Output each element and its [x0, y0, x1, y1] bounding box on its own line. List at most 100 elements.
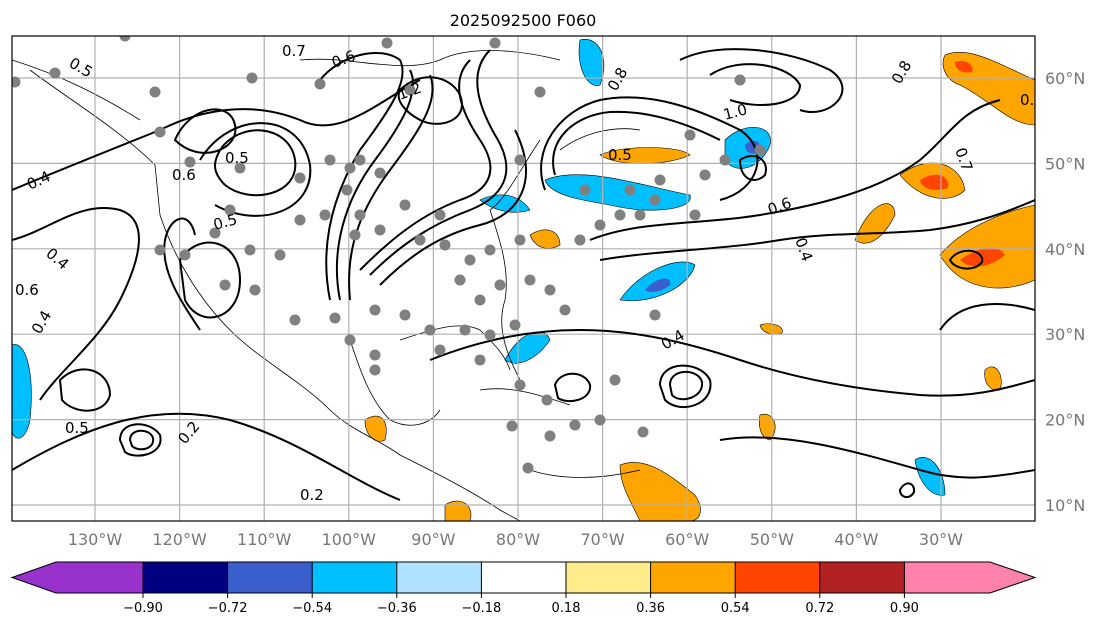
station-dot	[374, 167, 386, 179]
station-dot	[594, 219, 606, 231]
contour-label: 0.5	[211, 210, 239, 234]
longitude-label: 40°W	[834, 530, 878, 549]
station-dot	[344, 162, 356, 174]
station-dot	[649, 194, 661, 206]
longitude-label: 80°W	[496, 530, 540, 549]
latitude-label: 40°N	[1045, 240, 1085, 259]
station-dot	[464, 254, 476, 266]
colorbar-bin	[819, 562, 905, 593]
colorbar-bin	[650, 562, 736, 593]
station-dot	[574, 234, 586, 246]
map-plot-area: 0.5 0.7 0.6 0.4 0.6 0.5 0.4 0.6 0.5 1.2 …	[12, 36, 1035, 521]
station-dot	[119, 36, 131, 42]
station-dot	[354, 209, 366, 221]
station-dot	[329, 312, 341, 324]
colorbar-tick-label: −0.54	[292, 601, 332, 615]
colorbar-tick-label: −0.36	[377, 601, 417, 615]
colorbar-bin	[227, 562, 313, 593]
contour-label: 0.5	[65, 419, 89, 437]
station-dot	[524, 274, 536, 286]
station-dot	[209, 227, 221, 239]
map-frame	[11, 35, 1036, 522]
station-dot	[354, 154, 366, 166]
colorbar-tick-label: 0.90	[890, 601, 919, 615]
station-dots	[12, 36, 766, 474]
station-dot	[234, 162, 246, 174]
colorbar-tick-label: −0.18	[461, 601, 501, 615]
colorbar-bin	[396, 562, 482, 593]
longitude-label: 60°W	[665, 530, 709, 549]
station-dot	[649, 309, 661, 321]
station-dot	[514, 379, 526, 391]
station-dot	[624, 184, 636, 196]
colorbar-extend-max	[990, 562, 1035, 593]
station-dot	[369, 364, 381, 376]
colorbar-tick-label: 0.72	[805, 601, 834, 615]
station-dot	[474, 294, 486, 306]
station-dot	[399, 199, 411, 211]
shaded-anomalies	[12, 39, 1035, 521]
latitude-label: 50°N	[1045, 154, 1085, 173]
station-dot	[319, 209, 331, 221]
latitude-label: 10°N	[1045, 496, 1085, 515]
station-dot	[369, 349, 381, 361]
station-dot	[569, 419, 581, 431]
station-dot	[341, 184, 353, 196]
station-dot	[684, 129, 696, 141]
colorbar-bin	[312, 562, 397, 593]
station-dot	[459, 324, 471, 336]
station-dot	[244, 244, 256, 256]
station-dot	[637, 426, 649, 438]
station-dot	[754, 144, 766, 156]
station-dot	[439, 239, 451, 251]
longitude-label: 30°W	[919, 530, 963, 549]
station-dot	[544, 430, 556, 442]
station-dot	[294, 214, 306, 226]
station-dot	[514, 154, 526, 166]
station-dot	[654, 174, 666, 186]
station-dot	[634, 209, 646, 221]
station-dot	[369, 304, 381, 316]
station-dot	[719, 154, 731, 166]
station-dot	[404, 84, 416, 96]
colorbar-tick-label: −0.90	[123, 601, 163, 615]
station-dot	[594, 414, 606, 426]
contour-label: 1.0	[721, 100, 749, 124]
colorbar-outline	[10, 561, 1037, 594]
colorbar-bin	[143, 562, 228, 593]
station-dot	[179, 249, 191, 261]
station-dot	[484, 244, 496, 256]
station-dot	[454, 274, 466, 286]
station-dot	[289, 314, 301, 326]
longitude-label: 110°W	[237, 530, 292, 549]
station-dot	[734, 74, 746, 86]
station-dot	[614, 209, 626, 221]
longitude-label: 100°W	[322, 530, 377, 549]
station-dot	[559, 304, 571, 316]
longitude-label: 70°W	[581, 530, 625, 549]
station-dot	[344, 334, 356, 346]
station-dot	[434, 209, 446, 221]
map-title: 2025092500 F060	[450, 11, 597, 30]
station-dot	[249, 284, 261, 296]
station-dot	[609, 374, 621, 386]
station-dot	[12, 76, 21, 88]
station-dot	[509, 319, 521, 331]
contour-label: 0.2	[300, 486, 324, 504]
contour-label: 0.7	[282, 42, 306, 60]
latitude-label: 60°N	[1045, 69, 1085, 88]
contour-label: 0.5	[608, 146, 632, 164]
station-dot	[544, 284, 556, 296]
colorbar-bin	[56, 562, 143, 593]
latitude-label: 20°N	[1045, 411, 1085, 430]
station-dot	[689, 209, 701, 221]
colorbar-tick-label: 0.54	[721, 601, 750, 615]
station-dot	[294, 172, 306, 184]
colorbar-bin	[566, 562, 651, 593]
station-dot	[414, 234, 426, 246]
station-dot	[324, 154, 336, 166]
longitude-label: 130°W	[68, 530, 123, 549]
station-dot	[424, 324, 436, 336]
station-dot	[699, 169, 711, 181]
